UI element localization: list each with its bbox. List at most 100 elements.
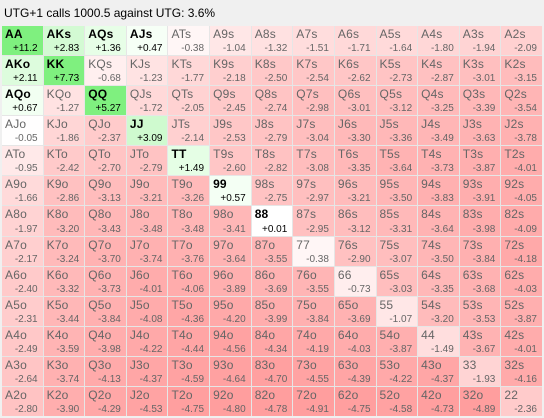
hand-cell[interactable]: AA +11.2 [2,26,43,56]
hand-cell[interactable]: KQs -0.68 [85,56,126,86]
hand-cell[interactable]: 97o -3.64 [210,236,251,266]
hand-cell[interactable]: QJo -2.37 [85,116,126,146]
hand-cell[interactable]: 85o -3.99 [251,296,293,326]
hand-cell[interactable]: 95s -3.50 [376,176,418,206]
hand-cell[interactable]: A2s -2.09 [501,26,542,56]
hand-cell[interactable]: 52s -3.87 [501,296,542,326]
hand-cell[interactable]: ATo -0.95 [2,146,43,176]
hand-cell[interactable]: 63o -4.39 [334,356,376,386]
hand-cell[interactable]: A3o -2.64 [2,356,43,386]
hand-cell[interactable]: 62o -4.75 [334,386,376,416]
hand-cell[interactable]: 82o -4.78 [251,386,293,416]
hand-cell[interactable]: 87s -2.95 [293,206,334,236]
hand-cell[interactable]: 32o -4.89 [459,386,501,416]
hand-cell[interactable]: J3o -4.37 [126,356,168,386]
hand-cell[interactable]: 84o -4.34 [251,326,293,356]
hand-cell[interactable]: 65s -3.03 [376,266,418,296]
hand-cell[interactable]: 83o -4.70 [251,356,293,386]
hand-cell[interactable]: 72s -4.18 [501,236,542,266]
hand-cell[interactable]: 43o -4.37 [418,356,459,386]
hand-cell[interactable]: J7o -3.74 [126,236,168,266]
hand-cell[interactable]: 22 -2.36 [501,386,542,416]
hand-cell[interactable]: 93s -3.91 [459,176,501,206]
hand-cell[interactable]: K3o -3.74 [43,356,85,386]
hand-cell[interactable]: K9o -2.86 [43,176,85,206]
hand-cell[interactable]: A7o -2.17 [2,236,43,266]
hand-cell[interactable]: K2o -3.90 [43,386,85,416]
hand-cell[interactable]: QQ +5.27 [85,86,126,116]
hand-cell[interactable]: T5o -4.36 [168,296,210,326]
hand-cell[interactable]: 72o -4.91 [293,386,334,416]
hand-cell[interactable]: 64o -4.03 [334,326,376,356]
hand-cell[interactable]: 76s -2.90 [334,236,376,266]
hand-cell[interactable]: K4o -3.59 [43,326,85,356]
hand-cell[interactable]: A3s -1.94 [459,26,501,56]
hand-cell[interactable]: J3s -3.63 [459,116,501,146]
hand-cell[interactable]: 86s -3.12 [334,206,376,236]
hand-cell[interactable]: 54o -3.87 [376,326,418,356]
hand-cell[interactable]: A2o -2.80 [2,386,43,416]
hand-cell[interactable]: Q2s -3.54 [501,86,542,116]
hand-cell[interactable]: 65o -3.69 [334,296,376,326]
hand-cell[interactable]: 99 +0.57 [210,176,251,206]
hand-cell[interactable]: J9o -3.21 [126,176,168,206]
hand-cell[interactable]: KJs -1.23 [126,56,168,86]
hand-cell[interactable]: A4o -2.49 [2,326,43,356]
hand-cell[interactable]: 94s -3.83 [418,176,459,206]
hand-cell[interactable]: T2s -4.01 [501,146,542,176]
hand-cell[interactable]: 53o -4.22 [376,356,418,386]
hand-cell[interactable]: J5o -4.08 [126,296,168,326]
hand-cell[interactable]: K5s -2.73 [376,56,418,86]
hand-cell[interactable]: T8o -3.48 [168,206,210,236]
hand-cell[interactable]: Q6s -3.01 [334,86,376,116]
hand-cell[interactable]: K9s -2.18 [210,56,251,86]
hand-cell[interactable]: Q4s -3.25 [418,86,459,116]
hand-cell[interactable]: 77 -0.38 [293,236,334,266]
hand-cell[interactable]: ATs -0.38 [168,26,210,56]
hand-cell[interactable]: 95o -4.20 [210,296,251,326]
hand-cell[interactable]: JTs -2.14 [168,116,210,146]
hand-cell[interactable]: Q3o -4.13 [85,356,126,386]
hand-cell[interactable]: J8s -2.79 [251,116,293,146]
hand-cell[interactable]: 52o -4.58 [376,386,418,416]
hand-cell[interactable]: AQo +0.67 [2,86,43,116]
hand-cell[interactable]: A8s -1.32 [251,26,293,56]
hand-cell[interactable]: 92s -4.05 [501,176,542,206]
hand-cell[interactable]: T9s -2.60 [210,146,251,176]
hand-cell[interactable]: 43s -3.67 [459,326,501,356]
hand-cell[interactable]: Q3s -3.39 [459,86,501,116]
hand-cell[interactable]: K5o -3.44 [43,296,85,326]
hand-cell[interactable]: KQo -1.27 [43,86,85,116]
hand-cell[interactable]: 74o -4.19 [293,326,334,356]
hand-cell[interactable]: 94o -4.56 [210,326,251,356]
hand-cell[interactable]: 87o -3.55 [251,236,293,266]
hand-cell[interactable]: K7o -3.24 [43,236,85,266]
hand-cell[interactable]: A5o -2.31 [2,296,43,326]
hand-cell[interactable]: JTo -2.79 [126,146,168,176]
hand-cell[interactable]: Q8o -3.43 [85,206,126,236]
hand-cell[interactable]: 82s -4.09 [501,206,542,236]
hand-cell[interactable]: 75o -3.84 [293,296,334,326]
hand-cell[interactable]: T2o -4.75 [168,386,210,416]
hand-cell[interactable]: 54s -3.20 [418,296,459,326]
hand-cell[interactable]: 93o -4.64 [210,356,251,386]
hand-cell[interactable]: 88 +0.01 [251,206,293,236]
hand-cell[interactable]: J2s -3.78 [501,116,542,146]
hand-cell[interactable]: T6s -3.35 [334,146,376,176]
hand-cell[interactable]: AKo +2.11 [2,56,43,86]
hand-cell[interactable]: J9s -2.53 [210,116,251,146]
hand-cell[interactable]: JJ +3.09 [126,116,168,146]
hand-cell[interactable]: J4s -3.49 [418,116,459,146]
hand-cell[interactable]: T5s -3.64 [376,146,418,176]
hand-cell[interactable]: J6o -4.01 [126,266,168,296]
hand-cell[interactable]: AKs +2.83 [43,26,85,56]
hand-cell[interactable]: 98o -3.41 [210,206,251,236]
hand-cell[interactable]: T7o -3.76 [168,236,210,266]
hand-cell[interactable]: 73s -3.84 [459,236,501,266]
hand-cell[interactable]: K3s -3.01 [459,56,501,86]
hand-cell[interactable]: 98s -2.75 [251,176,293,206]
hand-cell[interactable]: 62s -4.03 [501,266,542,296]
hand-cell[interactable]: T6o -4.06 [168,266,210,296]
hand-cell[interactable]: 86o -3.69 [251,266,293,296]
hand-cell[interactable]: Q7s -2.98 [293,86,334,116]
